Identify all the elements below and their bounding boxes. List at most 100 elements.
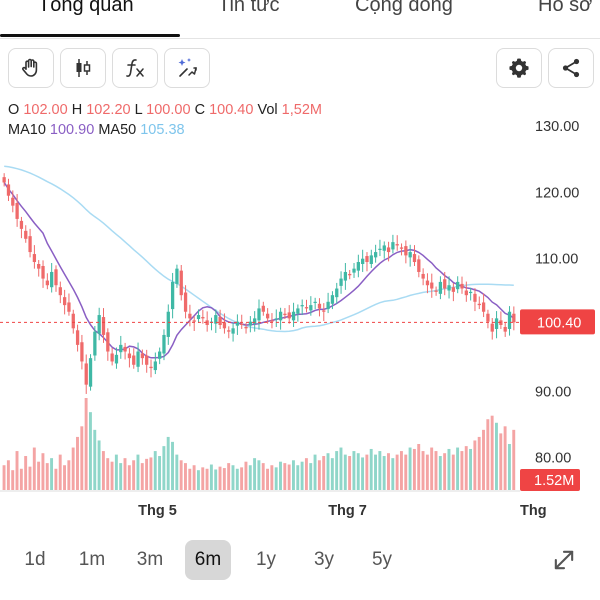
low-label: L (134, 102, 143, 118)
ma50-label: MA50 (98, 122, 137, 138)
candle-body (235, 321, 240, 326)
range-6m-button[interactable]: 6m (185, 540, 231, 580)
candle-body (127, 353, 132, 359)
range-5y-button[interactable]: 5y (371, 549, 393, 570)
volume-bar (330, 458, 334, 490)
volume-bar (382, 456, 386, 490)
candle-body (361, 258, 365, 265)
tab-overview[interactable]: Tổng quan (38, 0, 134, 16)
volume-bar (123, 458, 127, 490)
candle-body (140, 353, 145, 359)
volume-bar (313, 454, 317, 490)
volume-bar (50, 458, 54, 490)
share-icon (562, 58, 580, 78)
volume-bar (395, 454, 399, 490)
candle-body (291, 311, 296, 321)
candle-body (153, 361, 157, 371)
candlestick-tool-button[interactable] (60, 48, 106, 88)
indicator-tool-button[interactable] (112, 48, 158, 88)
share-button[interactable] (548, 48, 594, 88)
volume-bar (464, 446, 468, 490)
candlestick-icon (76, 59, 91, 77)
volume-bar (279, 461, 282, 490)
volume-bar (41, 453, 45, 490)
volume-bar (356, 453, 360, 490)
candle-body (244, 326, 248, 329)
volume-bar (114, 454, 118, 490)
candle-body (101, 317, 106, 335)
y-tick-label: 120.00 (535, 185, 579, 201)
volume-bar (248, 465, 252, 490)
candle-body (348, 273, 352, 276)
price-chart[interactable]: 130.00120.00110.00100.0090.0080.00100.40… (0, 110, 600, 530)
volume-bar (300, 461, 304, 490)
tab-profile[interactable]: Hồ sơ (538, 0, 593, 16)
volume-label: Vol (257, 102, 278, 118)
y-tick-label: 80.00 (535, 451, 571, 467)
volume-bar (93, 429, 97, 490)
volume-bar (257, 460, 261, 490)
candle-body (287, 312, 291, 319)
volume-bar (132, 460, 136, 490)
hand-tool-button[interactable] (8, 48, 54, 88)
tab-news[interactable]: Tin tức (218, 0, 280, 16)
volume-bar (54, 468, 58, 490)
volume-bar (196, 470, 200, 490)
volume-bar (209, 464, 213, 490)
volume-bar (482, 429, 485, 490)
volume-bar (309, 463, 313, 490)
last-price-label: 100.40 (537, 315, 581, 331)
candle-body (503, 326, 507, 332)
candle-body (373, 252, 378, 258)
range-1d-button[interactable]: 1d (24, 549, 46, 570)
range-3m-button[interactable]: 3m (136, 549, 164, 570)
x-tick-label: Thg 7 (328, 503, 367, 519)
candle-body (253, 318, 257, 324)
expand-icon[interactable] (550, 546, 578, 574)
candle-body (412, 254, 417, 263)
magic-drawing-icon (178, 58, 197, 77)
volume-bar (63, 465, 66, 490)
drawing-tool-button[interactable] (164, 48, 210, 88)
x-tick-label: Thg 5 (138, 503, 177, 519)
y-tick-label: 130.00 (535, 119, 579, 135)
volume-bar (417, 444, 421, 490)
volume-bar (499, 433, 503, 490)
volume-bar (387, 453, 390, 490)
candle-body (11, 197, 15, 206)
candle-body (430, 282, 434, 289)
ma-legend: MA10 100.90 MA50 105.38 (8, 122, 185, 138)
volume-bar (447, 448, 451, 490)
candle-body (88, 358, 93, 387)
tab-community[interactable]: Cộng đồng (355, 0, 453, 16)
volume-bar (179, 460, 183, 490)
candle-body (84, 363, 88, 385)
candle-body (391, 242, 395, 250)
range-1m-button[interactable]: 1m (78, 549, 106, 570)
candle-body (322, 310, 326, 312)
volume-bar (317, 460, 321, 490)
range-3y-button[interactable]: 3y (313, 549, 335, 570)
volume-bar (365, 454, 369, 490)
range-1y-button[interactable]: 1y (255, 549, 277, 570)
volume-bar (227, 463, 231, 490)
volume-bar (97, 440, 101, 490)
volume-bar (451, 454, 455, 490)
y-tick-label: 110.00 (535, 252, 578, 268)
volume-bar (270, 465, 274, 490)
candle-body (339, 278, 343, 286)
volume-bar (240, 467, 244, 490)
volume-bar (296, 465, 300, 490)
volume-bar (101, 451, 105, 490)
candle-body (2, 177, 6, 183)
volume-bar (171, 441, 174, 490)
candle-body (50, 271, 54, 288)
volume-bar (399, 451, 403, 490)
candle-body (145, 355, 149, 365)
candle-body (67, 302, 71, 312)
candle-body (136, 351, 140, 367)
volume-bar (127, 465, 131, 490)
settings-button[interactable] (496, 48, 542, 88)
volume-bar (443, 453, 447, 490)
candle-body (404, 246, 408, 256)
